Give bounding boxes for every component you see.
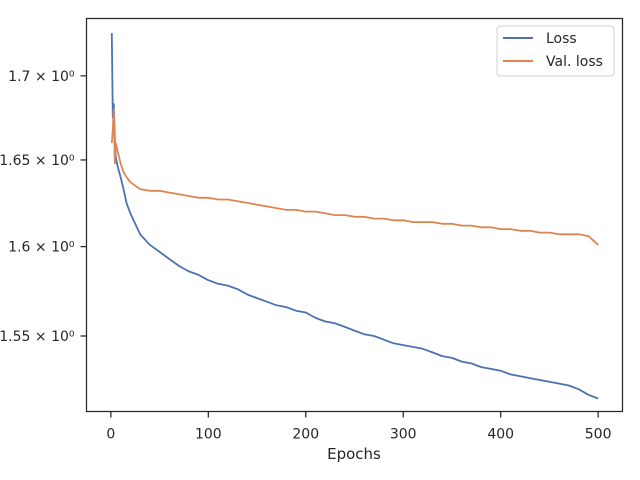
x-tick-label: 400 — [487, 427, 514, 443]
y-tick-label: 1.6 × 10⁰ — [8, 240, 75, 256]
x-axis-label: Epochs — [327, 445, 381, 463]
y-tick-label: 1.7 × 10⁰ — [8, 69, 75, 85]
y-tick-label: 1.65 × 10⁰ — [0, 153, 75, 169]
legend: Loss Val. loss — [496, 25, 615, 77]
x-tick-label: 300 — [390, 427, 417, 443]
y-tick-label: 1.55 × 10⁰ — [0, 329, 75, 345]
series-layer — [110, 33, 599, 400]
series-line-loss — [110, 33, 599, 400]
plot-frame — [85, 17, 624, 413]
x-tick-label: 0 — [106, 427, 115, 443]
x-tick-label: 200 — [292, 427, 319, 443]
x-tick-label: 100 — [195, 427, 222, 443]
series-line-val-loss — [110, 108, 599, 246]
x-tick-label: 500 — [585, 427, 612, 443]
legend-label-loss: Loss — [546, 31, 577, 47]
legend-label-val-loss: Val. loss — [546, 54, 603, 70]
axes-layer: 0 100 200 300 400 500 1.55 × 10⁰ 1.6 × 10⁰ 1.65 … — [0, 69, 612, 443]
